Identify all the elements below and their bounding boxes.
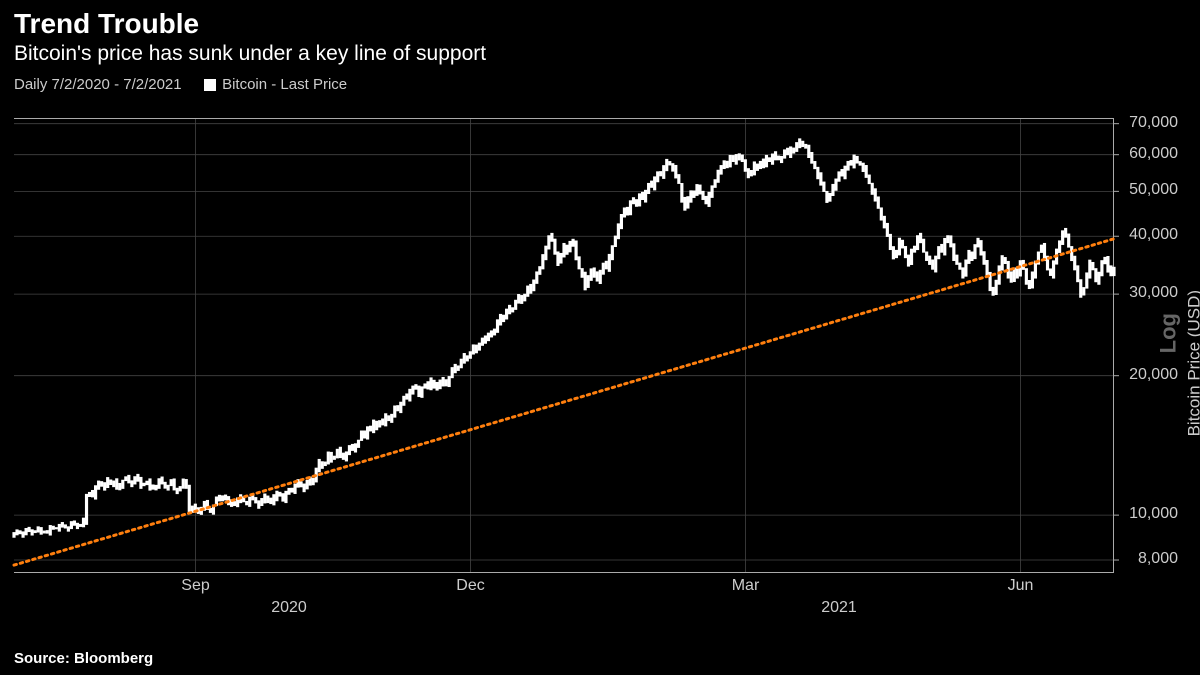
- chart-title: Trend Trouble: [0, 0, 1200, 40]
- y-tick-label: 10,000: [1120, 505, 1178, 523]
- legend-series-label: Bitcoin - Last Price: [222, 76, 347, 93]
- x-year-label: 2020: [271, 599, 307, 617]
- y-tick-label: 70,000: [1120, 114, 1178, 132]
- scale-label: Log: [1155, 313, 1181, 353]
- chart-subtitle: Bitcoin's price has sunk under a key lin…: [0, 40, 1200, 66]
- y-axis-title: Bitcoin Price (USD): [1184, 290, 1200, 436]
- y-tick-label: 40,000: [1120, 226, 1178, 244]
- legend-marker-icon: [204, 79, 216, 91]
- chart-container: Trend Trouble Bitcoin's price has sunk u…: [0, 0, 1200, 675]
- x-tick-label: Sep: [181, 577, 209, 595]
- y-tick-label: 8,000: [1120, 550, 1178, 568]
- legend-series: Bitcoin - Last Price: [204, 76, 347, 93]
- y-tick-label: 50,000: [1120, 181, 1178, 199]
- x-year-label: 2021: [821, 599, 857, 617]
- x-tick-label: Mar: [732, 577, 760, 595]
- x-tick-label: Jun: [1008, 577, 1034, 595]
- x-tick-label: Dec: [456, 577, 484, 595]
- y-tick-label: 20,000: [1120, 366, 1178, 384]
- source-attribution: Source: Bloomberg: [14, 650, 153, 667]
- chart-svg: [14, 118, 1114, 573]
- chart-legend: Daily 7/2/2020 - 7/2/2021 Bitcoin - Last…: [0, 66, 1200, 94]
- chart-plot-area: 8,00010,00020,00030,00040,00050,00060,00…: [14, 118, 1114, 573]
- y-tick-label: 60,000: [1120, 145, 1178, 163]
- y-tick-label: 30,000: [1120, 284, 1178, 302]
- legend-date-range: Daily 7/2/2020 - 7/2/2021: [14, 76, 182, 93]
